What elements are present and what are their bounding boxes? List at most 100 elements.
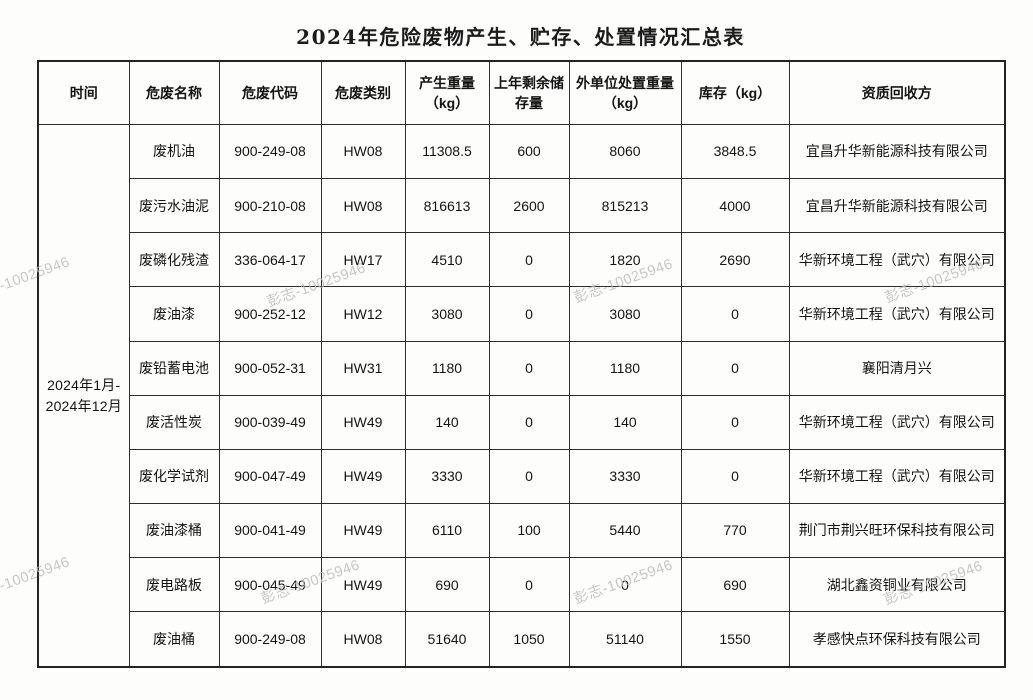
stock-cell: 0 (680, 448, 790, 504)
disposed-weight-cell: 815213 (568, 178, 682, 234)
disposed-weight-cell: 8060 (568, 123, 682, 180)
table-row: 2024年1月- 2024年12月 废机油 900-249-08 HW08 11308.… (37, 123, 1006, 668)
waste-code-cell: 900-249-08 (218, 123, 322, 180)
waste-name-cell: 废油桶 (128, 611, 220, 668)
disposed-weight-cell: 0 (568, 557, 682, 613)
waste-code-cell: 900-052-31 (218, 340, 322, 396)
produced-weight-cell: 3330 (404, 448, 490, 504)
stock-cell: 0 (680, 340, 790, 396)
stock-cell: 770 (680, 502, 790, 559)
stock-cell: 4000 (680, 178, 790, 234)
table-row: 废电路板 900-045-49 HW49 690 0 0 690 湖北鑫资铜业有限公司 (38, 557, 1006, 613)
stock-cell: 2690 (680, 232, 790, 288)
produced-weight-cell: 4510 (404, 232, 490, 288)
recycler-cell: 宜昌升华新能源科技有限公司 (788, 178, 1006, 234)
prev-storage-cell: 1050 (488, 611, 570, 668)
stock-cell: 690 (680, 557, 790, 613)
header-time: 时间 (37, 60, 130, 125)
header-produced-weight: 产生重量 （kg） (404, 60, 490, 125)
header-prev-storage: 上年剩余储存量 (488, 60, 570, 125)
disposed-weight-cell: 51140 (568, 611, 682, 668)
prev-storage-cell: 0 (488, 286, 570, 342)
table-row: 废油桶 900-249-08 HW08 51640 1050 51140 1550 孝感快点环… (38, 611, 1006, 668)
recycler-cell: 孝感快点环保科技有限公司 (788, 611, 1006, 668)
recycler-cell: 宜昌升华新能源科技有限公司 (788, 123, 1006, 180)
prev-storage-cell: 0 (488, 394, 570, 450)
waste-category-cell: HW49 (320, 448, 406, 504)
header-row: 时间 危废名称 危废代码 危废类别 产生重量 （kg） 上年剩余储存量 外单位处… (37, 60, 1006, 125)
page-title: 2024年危险废物产生、贮存、处置情况汇总表 (296, 25, 745, 49)
waste-category-cell: HW08 (320, 611, 406, 668)
produced-weight-cell: 1180 (404, 340, 490, 396)
waste-category-cell: HW17 (320, 232, 406, 288)
waste-name-cell: 废油漆桶 (128, 502, 220, 559)
recycler-cell: 荆门市荆兴旺环保科技有限公司 (788, 502, 1006, 559)
disposed-weight-cell: 5440 (568, 502, 682, 559)
header-disposed-weight: 外单位处置重量 （kg） (568, 60, 682, 125)
stock-cell: 1550 (680, 611, 790, 668)
disposed-weight-cell: 3080 (568, 286, 682, 342)
waste-category-cell: HW49 (320, 557, 406, 613)
time-period-cell: 2024年1月- 2024年12月 (37, 124, 130, 668)
recycler-cell: 襄阳清月兴 (788, 340, 1006, 396)
waste-name-cell: 废油漆 (128, 286, 220, 342)
header-waste-category: 危废类别 (320, 60, 406, 125)
waste-code-cell: 336-064-17 (218, 232, 322, 288)
waste-name-cell: 废电路板 (128, 557, 220, 613)
stock-cell: 3848.5 (680, 123, 790, 180)
waste-code-cell: 900-045-49 (218, 557, 322, 613)
prev-storage-cell: 600 (488, 123, 570, 180)
prev-storage-cell: 0 (488, 448, 570, 504)
produced-weight-cell: 690 (404, 557, 490, 613)
header-recycler: 资质回收方 (788, 60, 1006, 125)
waste-code-cell: 900-039-49 (218, 394, 322, 450)
prev-storage-cell: 100 (488, 502, 570, 559)
disposed-weight-cell: 1180 (568, 340, 682, 396)
prev-storage-cell: 2600 (488, 178, 570, 234)
waste-code-cell: 900-249-08 (218, 611, 322, 668)
table-row: 废污水油泥 900-210-08 HW08 816613 2600 815213 4000 宜… (38, 178, 1006, 234)
stock-cell: 0 (680, 286, 790, 342)
disposed-weight-cell: 1820 (568, 232, 682, 288)
stock-cell: 0 (680, 394, 790, 450)
waste-name-cell: 废铅蓄电池 (128, 340, 220, 396)
disposed-weight-cell: 3330 (568, 448, 682, 504)
header-waste-name: 危废名称 (128, 60, 220, 125)
header-waste-code: 危废代码 (218, 60, 322, 125)
produced-weight-cell: 140 (404, 394, 490, 450)
recycler-cell: 华新环境工程（武穴）有限公司 (788, 232, 1006, 288)
table-row: 废化学试剂 900-047-49 HW49 3330 0 3330 0 华新环境工程（武穴）有… (38, 448, 1006, 504)
prev-storage-cell: 0 (488, 340, 570, 396)
prev-storage-cell: 0 (488, 232, 570, 288)
waste-category-cell: HW08 (320, 178, 406, 234)
waste-category-cell: HW12 (320, 286, 406, 342)
waste-category-cell: HW49 (320, 394, 406, 450)
table-row: 废油漆桶 900-041-49 HW49 6110 100 5440 770 荆门市荆兴旺环保… (38, 502, 1006, 559)
recycler-cell: 华新环境工程（武穴）有限公司 (788, 394, 1006, 450)
waste-name-cell: 废活性炭 (128, 394, 220, 450)
waste-code-cell: 900-210-08 (218, 178, 322, 234)
produced-weight-cell: 11308.5 (404, 123, 490, 180)
waste-category-cell: HW31 (320, 340, 406, 396)
waste-category-cell: HW08 (320, 123, 406, 180)
recycler-cell: 华新环境工程（武穴）有限公司 (788, 286, 1006, 342)
waste-code-cell: 900-252-12 (218, 286, 322, 342)
produced-weight-cell: 51640 (404, 611, 490, 668)
table-row: 废油漆 900-252-12 HW12 3080 0 3080 0 华新环境工程（武穴）有限公… (38, 286, 1006, 342)
recycler-cell: 湖北鑫资铜业有限公司 (788, 557, 1006, 613)
waste-name-cell: 废化学试剂 (128, 448, 220, 504)
waste-name-cell: 废污水油泥 (128, 178, 220, 234)
header-stock: 库存（kg） (680, 60, 790, 125)
table-row: 废活性炭 900-039-49 HW49 140 0 140 0 华新环境工程（武穴）有限公司 (38, 394, 1006, 450)
disposed-weight-cell: 140 (568, 394, 682, 450)
produced-weight-cell: 816613 (404, 178, 490, 234)
waste-code-cell: 900-041-49 (218, 502, 322, 559)
produced-weight-cell: 3080 (404, 286, 490, 342)
table-row: 废铅蓄电池 900-052-31 HW31 1180 0 1180 0 襄阳清月兴 (38, 340, 1006, 396)
table-row: 废磷化残渣 336-064-17 HW17 4510 0 1820 2690 华新环境工程（武… (38, 232, 1006, 288)
waste-name-cell: 废磷化残渣 (128, 232, 220, 288)
waste-name-cell: 废机油 (128, 123, 220, 180)
hazardous-waste-summary-table: 时间 危废名称 危废代码 危废类别 产生重量 （kg） 上年剩余储存量 外单位处… (37, 60, 1006, 668)
waste-category-cell: HW49 (320, 502, 406, 559)
recycler-cell: 华新环境工程（武穴）有限公司 (788, 448, 1006, 504)
